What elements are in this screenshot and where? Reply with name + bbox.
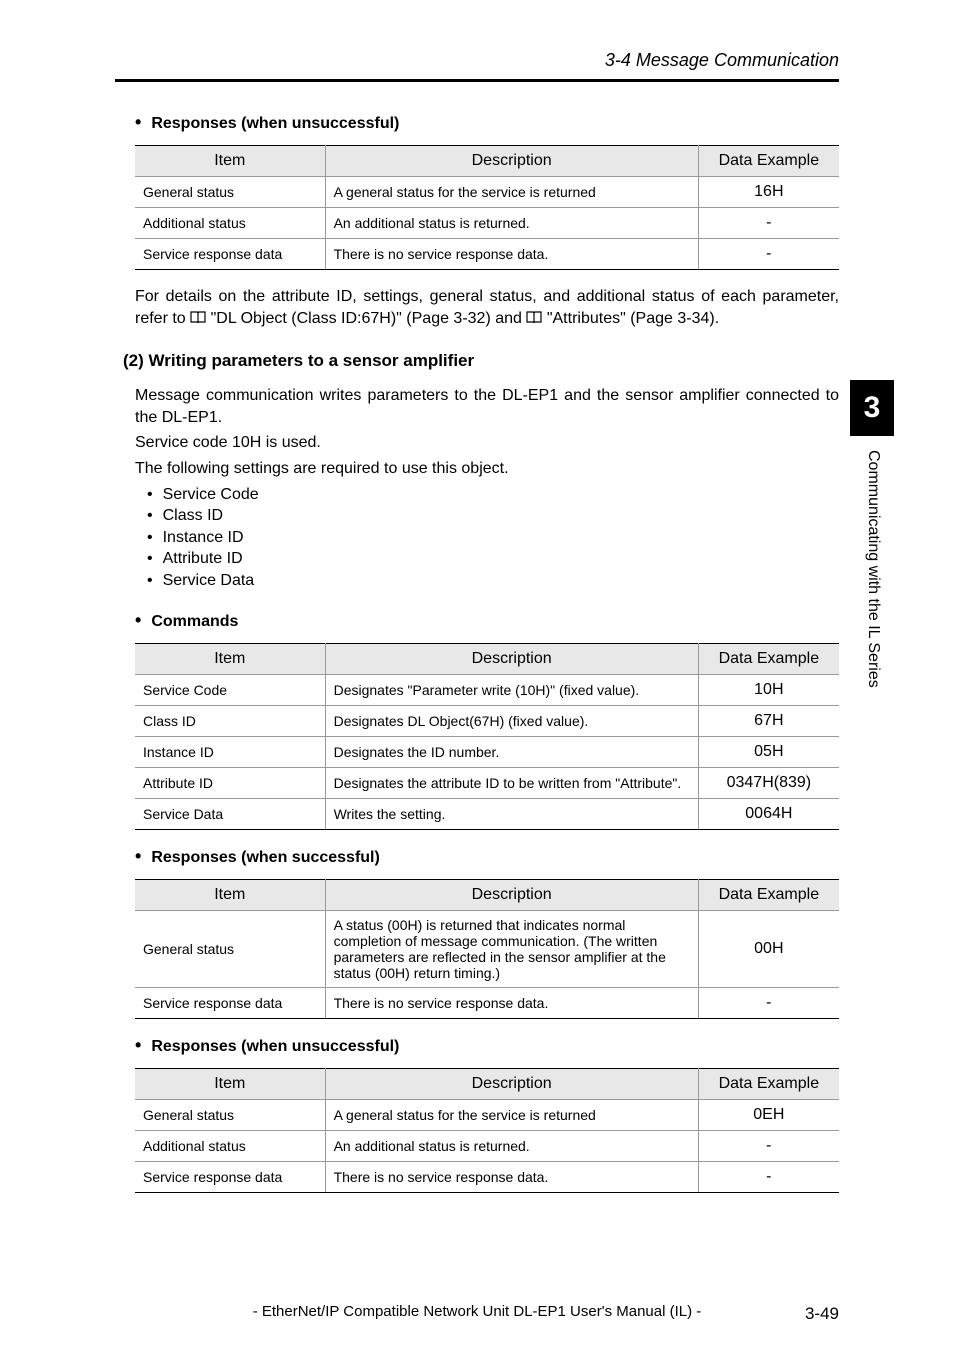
reference-paragraph: For details on the attribute ID, setting…: [135, 286, 839, 329]
cell: General status: [135, 177, 325, 208]
cell: 05H: [698, 736, 839, 767]
col-description: Description: [325, 146, 698, 177]
table-row: General status A status (00H) is returne…: [135, 910, 839, 987]
list-item: Instance ID: [147, 527, 839, 549]
table-row: Instance ID Designates the ID number. 05…: [135, 736, 839, 767]
cell: 67H: [698, 705, 839, 736]
cell: General status: [135, 910, 325, 987]
col-item: Item: [135, 643, 325, 674]
col-data-example: Data Example: [698, 643, 839, 674]
table-row: Service response data There is no servic…: [135, 1161, 839, 1192]
cell: A status (00H) is returned that indicate…: [325, 910, 698, 987]
cell: Designates the attribute ID to be writte…: [325, 767, 698, 798]
cell: -: [698, 239, 839, 270]
cell: There is no service response data.: [325, 987, 698, 1018]
chapter-tab: 3: [850, 380, 894, 436]
table-row: Class ID Designates DL Object(67H) (fixe…: [135, 705, 839, 736]
cell: -: [698, 987, 839, 1018]
table-row: Attribute ID Designates the attribute ID…: [135, 767, 839, 798]
cell: -: [698, 1130, 839, 1161]
col-description: Description: [325, 643, 698, 674]
book-icon: [526, 311, 542, 324]
cell: 16H: [698, 177, 839, 208]
cell: There is no service response data.: [325, 1161, 698, 1192]
cell: Class ID: [135, 705, 325, 736]
cell: 10H: [698, 674, 839, 705]
cell: A general status for the service is retu…: [325, 177, 698, 208]
cell: Instance ID: [135, 736, 325, 767]
table-successful: Item Description Data Example General st…: [135, 879, 839, 1019]
section-header: 3-4 Message Communication: [0, 0, 954, 79]
intro-line-1: Message communication writes parameters …: [135, 385, 839, 428]
intro-line-2: Service code 10H is used.: [135, 432, 839, 454]
table-unsuccessful-2: Item Description Data Example General st…: [135, 1068, 839, 1193]
list-item: Class ID: [147, 505, 839, 527]
ref-text-c: "Attributes" (Page 3-34).: [542, 310, 719, 327]
cell: Service Data: [135, 798, 325, 829]
cell: Designates DL Object(67H) (fixed value).: [325, 705, 698, 736]
table-row: Service response data There is no servic…: [135, 987, 839, 1018]
cell: A general status for the service is retu…: [325, 1099, 698, 1130]
heading-responses-successful: Responses (when successful): [135, 846, 839, 867]
heading-commands: Commands: [135, 610, 839, 631]
cell: Designates the ID number.: [325, 736, 698, 767]
list-item: Service Data: [147, 570, 839, 592]
table-row: Additional status An additional status i…: [135, 1130, 839, 1161]
list-item: Attribute ID: [147, 548, 839, 570]
table-row: General status A general status for the …: [135, 1099, 839, 1130]
cell: Designates "Parameter write (10H)" (fixe…: [325, 674, 698, 705]
cell: Additional status: [135, 208, 325, 239]
chapter-side-title: Communicating with the IL Series: [864, 450, 882, 688]
col-data-example: Data Example: [698, 1068, 839, 1099]
cell: Attribute ID: [135, 767, 325, 798]
table-row: Service Data Writes the setting. 0064H: [135, 798, 839, 829]
table-row: Service response data There is no servic…: [135, 239, 839, 270]
heading-responses-unsuccessful-1: Responses (when unsuccessful): [135, 112, 839, 133]
cell: 0347H(839): [698, 767, 839, 798]
heading-responses-unsuccessful-2: Responses (when unsuccessful): [135, 1035, 839, 1056]
table-row: General status A general status for the …: [135, 177, 839, 208]
cell: An additional status is returned.: [325, 1130, 698, 1161]
cell: Service response data: [135, 987, 325, 1018]
cell: There is no service response data.: [325, 239, 698, 270]
page-content: Responses (when unsuccessful) Item Descr…: [0, 82, 954, 1193]
book-icon: [190, 311, 206, 324]
table-row: Service Code Designates "Parameter write…: [135, 674, 839, 705]
cell: Additional status: [135, 1130, 325, 1161]
ref-text-b: "DL Object (Class ID:67H)" (Page 3-32) a…: [206, 310, 526, 327]
cell: Service Code: [135, 674, 325, 705]
cell: 00H: [698, 910, 839, 987]
list-item: Service Code: [147, 484, 839, 506]
table-unsuccessful-1: Item Description Data Example General st…: [135, 145, 839, 270]
col-data-example: Data Example: [698, 146, 839, 177]
col-item: Item: [135, 146, 325, 177]
cell: Writes the setting.: [325, 798, 698, 829]
col-description: Description: [325, 1068, 698, 1099]
col-data-example: Data Example: [698, 879, 839, 910]
settings-list: Service Code Class ID Instance ID Attrib…: [147, 484, 839, 592]
intro-line-3: The following settings are required to u…: [135, 458, 839, 480]
cell: -: [698, 208, 839, 239]
subsection-title: (2) Writing parameters to a sensor ampli…: [123, 351, 839, 371]
cell: Service response data: [135, 1161, 325, 1192]
col-item: Item: [135, 879, 325, 910]
col-item: Item: [135, 1068, 325, 1099]
table-row: Additional status An additional status i…: [135, 208, 839, 239]
col-description: Description: [325, 879, 698, 910]
cell: 0EH: [698, 1099, 839, 1130]
cell: An additional status is returned.: [325, 208, 698, 239]
cell: 0064H: [698, 798, 839, 829]
cell: -: [698, 1161, 839, 1192]
table-commands: Item Description Data Example Service Co…: [135, 643, 839, 830]
cell: General status: [135, 1099, 325, 1130]
cell: Service response data: [135, 239, 325, 270]
page-number: 3-49: [805, 1304, 839, 1324]
